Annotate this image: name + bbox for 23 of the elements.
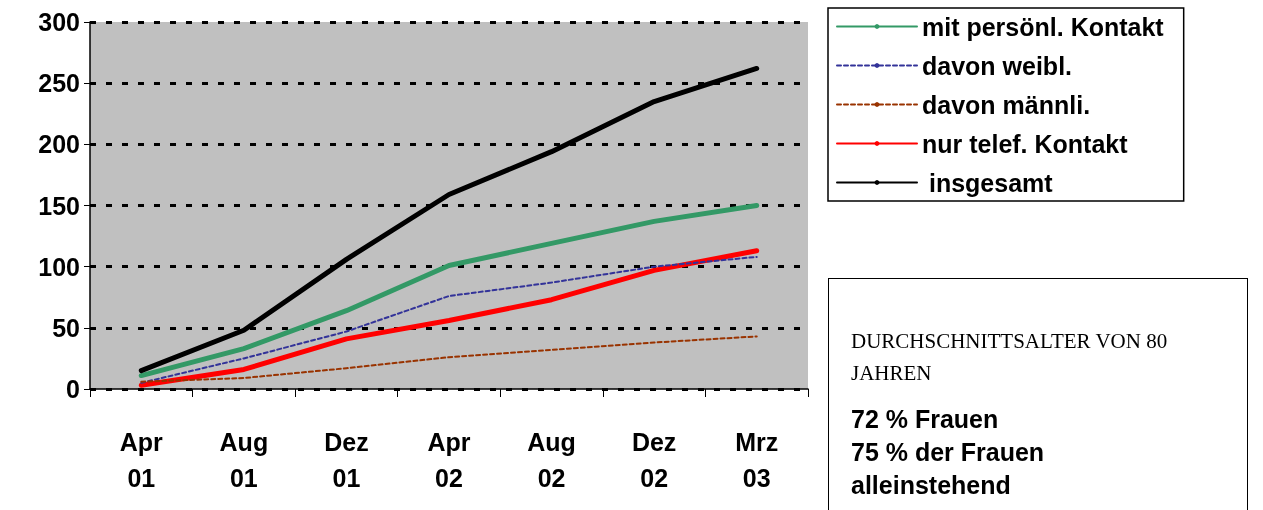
legend-label: davon männli. <box>922 90 1091 119</box>
y-tick-label: 300 <box>38 8 80 36</box>
x-tick-label: Apr 01 <box>119 428 164 492</box>
y-tick-label: 0 <box>66 375 80 403</box>
x-tick-label: Aug 02 <box>527 428 576 492</box>
legend-label: mit persönl. Kontakt <box>922 12 1165 41</box>
x-tick-label: Apr 02 <box>427 428 471 492</box>
x-tick-label: Dez 01 <box>324 428 369 492</box>
line-series <box>140 335 758 383</box>
y-tick-label: 50 <box>52 313 80 342</box>
legend-label: nur telef. Kontakt <box>922 129 1129 158</box>
x-tick-label: Dez 02 <box>631 428 677 492</box>
y-tick-label: 100 <box>38 252 80 281</box>
x-tick-label: Mrz 03 <box>735 428 779 492</box>
y-tick-label: 200 <box>38 130 80 159</box>
legend-label: davon weibl. <box>922 51 1073 80</box>
y-tick-label: 150 <box>38 191 80 220</box>
y-tick-label: 250 <box>38 69 80 98</box>
legend-label: insgesamt <box>922 168 1054 197</box>
x-tick-label: Aug 01 <box>219 428 269 492</box>
text: 72 % Frauen <box>851 404 1000 435</box>
text: DURCHSCHNITTSALTER VON 80 JAHREN <box>851 328 1169 387</box>
text: 75 % der Frauen alleinstehend <box>851 437 1046 501</box>
